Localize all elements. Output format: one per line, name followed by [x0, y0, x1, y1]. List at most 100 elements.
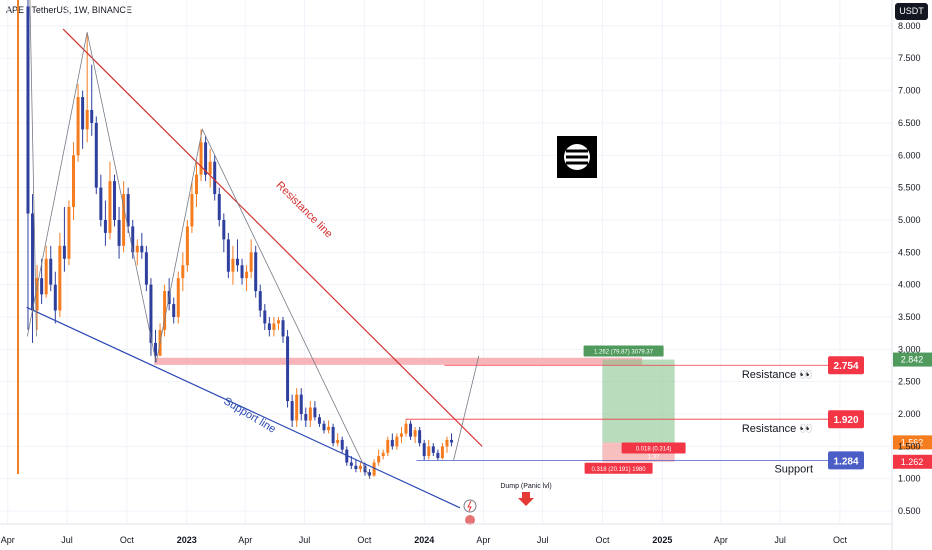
- logo-stripe: [566, 161, 588, 165]
- candle-body: [404, 423, 408, 434]
- axis-price-badge: [893, 352, 932, 367]
- x-tick-label: Apr: [238, 535, 252, 545]
- candle-body: [322, 423, 326, 431]
- candle-body: [308, 407, 312, 421]
- candle-body: [99, 187, 103, 220]
- candle-body: [176, 278, 180, 317]
- candle-body: [35, 278, 39, 311]
- axis-price-badge-text: 1.562: [901, 437, 924, 447]
- candle-body: [267, 323, 271, 330]
- currency-button[interactable]: USDT: [895, 3, 928, 20]
- candle-body: [53, 284, 57, 311]
- x-tick-label: 2024: [414, 535, 434, 545]
- projection-line: [453, 355, 480, 461]
- candle-body: [431, 446, 435, 453]
- level-badge: [828, 451, 864, 470]
- target-label-bg: [583, 345, 664, 357]
- candle-body: [135, 245, 139, 253]
- target-zone: [602, 359, 675, 443]
- candle-body: [199, 142, 203, 175]
- candle-body: [117, 219, 121, 246]
- candle-body: [76, 97, 80, 156]
- y-tick-label: 8.000: [898, 21, 921, 31]
- candle-body: [90, 109, 94, 123]
- x-tick-label: Apr: [476, 535, 490, 545]
- candle-body: [185, 226, 189, 266]
- candle-body: [217, 194, 221, 220]
- candle-body: [381, 452, 385, 457]
- candle-body: [331, 426, 335, 444]
- event-lightning-icon: [463, 499, 477, 513]
- y-tick-label: 2.500: [898, 377, 921, 387]
- candle-body: [140, 245, 144, 253]
- entry-label: 0.018 (0.314): [636, 446, 672, 452]
- support-trendline: [26, 306, 461, 509]
- resistance-zone: [154, 357, 643, 365]
- candle-body: [422, 443, 426, 457]
- candle-body: [72, 155, 76, 208]
- event-flag-icon: [465, 515, 475, 525]
- x-tick-label: Oct: [357, 535, 372, 545]
- candle-body: [153, 342, 157, 356]
- candle-body: [26, 6, 30, 214]
- y-tick-label: 3.500: [898, 312, 921, 322]
- candle-body: [386, 439, 390, 453]
- candle-body: [67, 207, 71, 259]
- axis-price-badge: [893, 454, 932, 469]
- candle-body: [399, 433, 403, 437]
- level-badge-text: 2.754: [833, 361, 858, 372]
- candle-body: [413, 430, 417, 437]
- symbol-title: APE / TetherUS, 1W, BINANCE: [6, 5, 132, 15]
- candle-body: [450, 439, 454, 443]
- candle-body: [31, 213, 35, 311]
- candle-body: [240, 265, 244, 279]
- axis-price-badge: [893, 435, 932, 450]
- candle-body: [108, 181, 112, 233]
- candle-body: [354, 465, 358, 470]
- candles: [26, 0, 454, 479]
- candle-body: [208, 161, 212, 175]
- candle-body: [272, 323, 276, 330]
- level-badge-text: 1.920: [833, 415, 858, 426]
- candle-body: [368, 472, 372, 476]
- candle-body: [276, 320, 280, 324]
- drawings: [17, 0, 828, 509]
- candle-body: [113, 181, 117, 220]
- candle-body: [62, 245, 66, 259]
- candle-body: [235, 258, 239, 266]
- candle-body: [418, 430, 422, 444]
- y-tick-label: 3.000: [898, 344, 921, 354]
- candle-body: [254, 252, 258, 292]
- candle-body: [194, 174, 198, 195]
- lightning-icon: [467, 500, 472, 512]
- candle-body: [44, 258, 48, 295]
- candle-body: [204, 142, 208, 175]
- candle-body: [181, 265, 185, 279]
- candle-body: [163, 291, 167, 330]
- x-tick-label: 2025: [652, 535, 672, 545]
- candle-body: [436, 452, 440, 459]
- x-tick-label: Jul: [61, 535, 73, 545]
- x-tick-label: Jul: [774, 535, 786, 545]
- candle-body: [126, 194, 130, 227]
- x-tick-label: Apr: [1, 535, 15, 545]
- zigzag-line: [155, 128, 371, 479]
- support-line-caption: Support line: [221, 395, 278, 436]
- x-tick-label: Apr: [714, 535, 728, 545]
- candle-body: [40, 278, 44, 295]
- candle-body: [290, 401, 294, 421]
- candle-body: [172, 304, 176, 317]
- candle-body: [372, 462, 376, 476]
- candle-body: [49, 258, 53, 285]
- y-tick-label: 6.500: [898, 118, 921, 128]
- y-tick-label: 5.500: [898, 183, 921, 193]
- down-arrow-icon: [518, 492, 534, 506]
- axis-price-badge-text: 2.842: [901, 355, 924, 365]
- candle-body: [258, 291, 262, 311]
- candle-body: [358, 465, 362, 470]
- resistance-trendline: [62, 28, 483, 447]
- candle-body: [445, 439, 449, 447]
- candle-body: [313, 407, 317, 418]
